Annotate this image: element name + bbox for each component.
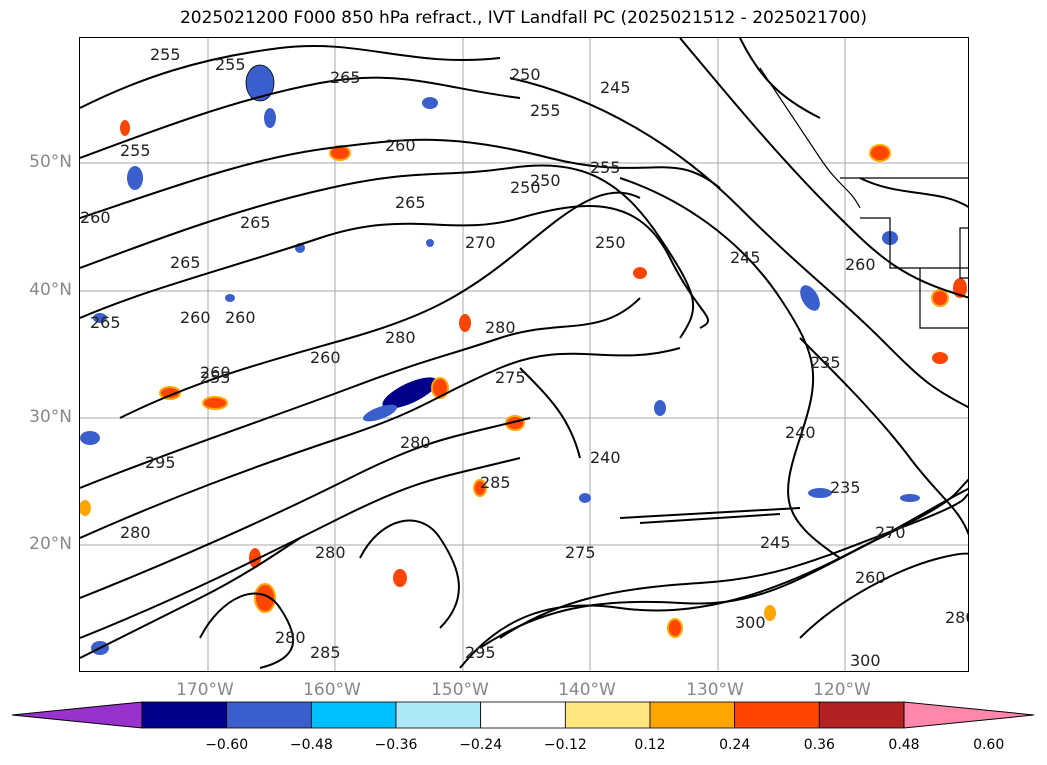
contour-label: 295 bbox=[145, 453, 176, 472]
contour-label: 235 bbox=[830, 478, 861, 497]
colorbar-segment bbox=[310, 701, 397, 729]
contour-label: 265 bbox=[330, 68, 361, 87]
contour-label: 255 bbox=[215, 55, 246, 74]
contour-label: 250 bbox=[530, 171, 561, 190]
colorbar-tick-label: −0.24 bbox=[459, 737, 503, 753]
map-svg: 255 255 265 260 250 245 250 255 255 255 … bbox=[80, 38, 969, 671]
contour-label: 285 bbox=[480, 473, 511, 492]
colorbar bbox=[12, 701, 1035, 729]
contour-label: 280 bbox=[485, 318, 516, 337]
colorbar-extend-low bbox=[12, 701, 143, 729]
colorbar-segment bbox=[649, 701, 736, 729]
contour-label: 255 bbox=[150, 45, 181, 64]
colorbar-segment bbox=[226, 701, 312, 729]
contour-label: 275 bbox=[495, 368, 526, 387]
contour-label: 245 bbox=[730, 248, 761, 267]
lon-label-130w: 130°W bbox=[686, 680, 744, 700]
contour-label: 235 bbox=[810, 353, 841, 372]
colorbar-extend-high bbox=[903, 701, 1035, 729]
contour-label: 260 bbox=[310, 348, 341, 367]
contour-label: 260 bbox=[845, 255, 876, 274]
contour-label: 275 bbox=[565, 543, 596, 562]
contour-label: 240 bbox=[590, 448, 621, 467]
contour-label: 280 bbox=[315, 543, 346, 562]
contour-label: 260 bbox=[225, 308, 256, 327]
contour-label: 300 bbox=[850, 651, 881, 670]
colorbar-tick-label: 0.48 bbox=[888, 737, 920, 753]
colorbar-tick-label: −0.12 bbox=[543, 737, 587, 753]
colorbar-tick-label: −0.48 bbox=[289, 737, 333, 753]
contour-label: 280 bbox=[385, 328, 416, 347]
contour-lines bbox=[80, 38, 968, 669]
shaded-patches bbox=[80, 64, 967, 655]
contour-label: 265 bbox=[90, 313, 121, 332]
lon-label-170w: 170°W bbox=[176, 680, 234, 700]
graticule bbox=[80, 38, 968, 671]
coastline bbox=[759, 67, 968, 329]
contour-label: 250 bbox=[510, 178, 541, 197]
colorbar-tick-label: −0.60 bbox=[205, 737, 249, 753]
colorbar-segment bbox=[734, 701, 820, 729]
contour-label: 295 bbox=[465, 643, 496, 662]
colorbar-segment bbox=[564, 701, 651, 729]
lat-label-50n: 50°N bbox=[29, 152, 72, 172]
contour-label: 260 bbox=[180, 308, 211, 327]
lon-label-140w: 140°W bbox=[558, 680, 616, 700]
contour-label: 260 bbox=[855, 568, 886, 587]
contour-label: 245 bbox=[760, 533, 791, 552]
lon-label-120w: 120°W bbox=[813, 680, 871, 700]
contour-label: 300 bbox=[735, 613, 766, 632]
colorbar-tick-label: 0.12 bbox=[634, 737, 666, 753]
contour-label: 265 bbox=[170, 253, 201, 272]
colorbar-segment bbox=[395, 701, 482, 729]
lat-label-40n: 40°N bbox=[29, 280, 72, 300]
lat-label-20n: 20°N bbox=[29, 534, 72, 554]
map-panel[interactable]: 255 255 265 260 250 245 250 255 255 255 … bbox=[79, 37, 969, 672]
lon-label-150w: 150°W bbox=[431, 680, 489, 700]
contour-label: 265 bbox=[240, 213, 271, 232]
map-title: 2025021200 F000 850 hPa refract., IVT La… bbox=[179, 8, 867, 28]
contour-label: 255 bbox=[590, 158, 621, 177]
contour-labels: 255 255 265 260 250 245 250 255 255 255 … bbox=[80, 45, 969, 670]
contour-label: 250 bbox=[510, 65, 541, 84]
colorbar-segment bbox=[818, 701, 905, 729]
colorbar-tick-label: −0.36 bbox=[374, 737, 418, 753]
contour-label: 285 bbox=[310, 643, 341, 662]
contour-label: 270 bbox=[875, 523, 906, 542]
contour-label: 255 bbox=[200, 368, 231, 387]
contour-label: 270 bbox=[465, 233, 496, 252]
colorbar-tick-label: 0.24 bbox=[719, 737, 751, 753]
colorbar-segment bbox=[480, 701, 566, 729]
contour-label: 255 bbox=[530, 101, 561, 120]
contour-label: 280 bbox=[275, 628, 306, 647]
lat-label-30n: 30°N bbox=[29, 407, 72, 427]
colorbar-segment bbox=[141, 701, 228, 729]
colorbar-tick-label: 0.60 bbox=[973, 737, 1005, 753]
contour-label: 265 bbox=[395, 193, 426, 212]
contour-label: 280 bbox=[945, 608, 969, 627]
contour-label: 255 bbox=[120, 141, 151, 160]
contour-label: 240 bbox=[785, 423, 816, 442]
colorbar-tick-label: 0.36 bbox=[803, 737, 835, 753]
contour-label: 250 bbox=[595, 233, 626, 252]
lon-label-160w: 160°W bbox=[303, 680, 361, 700]
contour-label: 280 bbox=[120, 523, 151, 542]
contour-label: 280 bbox=[400, 433, 431, 452]
contour-label: 245 bbox=[600, 78, 631, 97]
contour-label: 260 bbox=[80, 208, 111, 227]
contour-label: 260 bbox=[385, 136, 416, 155]
contour-label: 260 bbox=[200, 363, 231, 382]
